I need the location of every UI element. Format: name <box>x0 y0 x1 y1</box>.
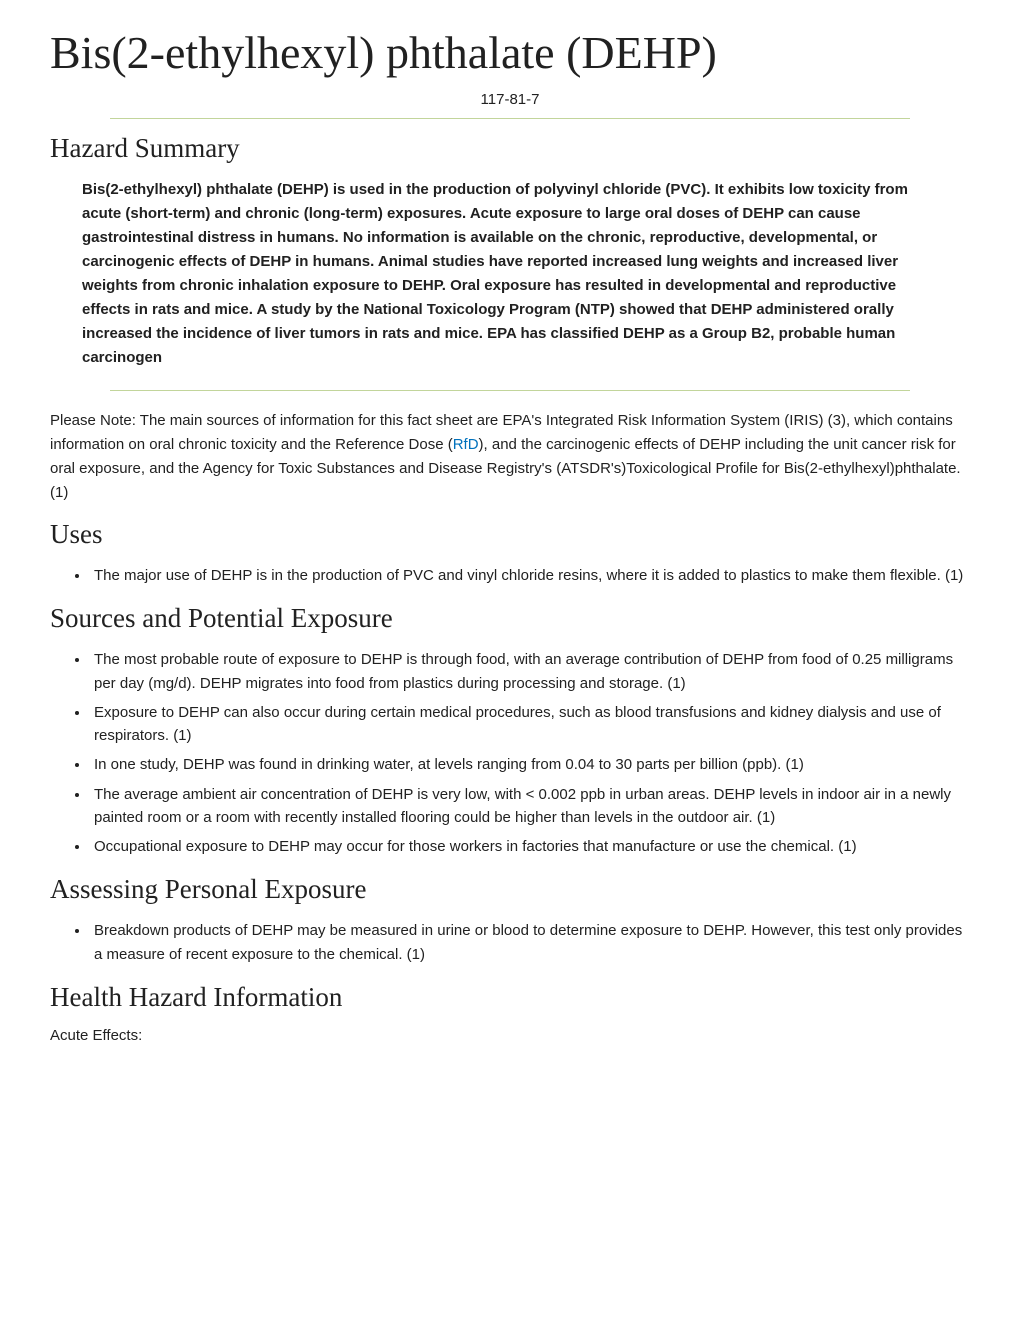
page-title: Bis(2-ethylhexyl) phthalate (DEHP) <box>50 26 970 79</box>
health-heading: Health Hazard Information <box>50 982 970 1013</box>
hazard-summary-heading: Hazard Summary <box>50 133 970 164</box>
divider <box>110 118 910 119</box>
acute-effects-label: Acute Effects: <box>50 1027 970 1044</box>
cas-number: 117-81-7 <box>50 91 970 108</box>
list-item: Breakdown products of DEHP may be measur… <box>90 919 970 966</box>
hazard-summary-text: Bis(2-ethylhexyl) phthalate (DEHP) is us… <box>82 178 938 370</box>
rfd-link[interactable]: RfD <box>453 436 479 453</box>
list-item: Exposure to DEHP can also occur during c… <box>90 701 970 748</box>
list-item: The most probable route of exposure to D… <box>90 648 970 695</box>
please-note-text: Please Note: The main sources of informa… <box>50 409 970 505</box>
uses-list: The major use of DEHP is in the producti… <box>50 564 970 587</box>
list-item: In one study, DEHP was found in drinking… <box>90 753 970 776</box>
divider <box>110 390 910 391</box>
list-item: Occupational exposure to DEHP may occur … <box>90 835 970 858</box>
list-item: The average ambient air concentration of… <box>90 783 970 830</box>
assessing-list: Breakdown products of DEHP may be measur… <box>50 919 970 966</box>
sources-list: The most probable route of exposure to D… <box>50 648 970 858</box>
sources-heading: Sources and Potential Exposure <box>50 603 970 634</box>
uses-heading: Uses <box>50 519 970 550</box>
assessing-heading: Assessing Personal Exposure <box>50 874 970 905</box>
list-item: The major use of DEHP is in the producti… <box>90 564 970 587</box>
hazard-summary-block: Bis(2-ethylhexyl) phthalate (DEHP) is us… <box>50 178 970 370</box>
